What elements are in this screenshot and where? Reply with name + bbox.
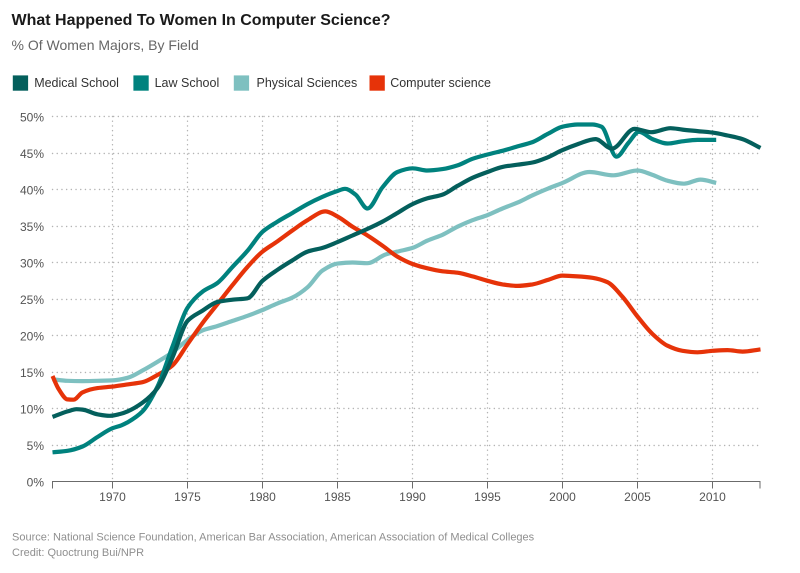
svg-text:45%: 45%	[20, 147, 44, 161]
svg-text:1980: 1980	[249, 490, 276, 504]
svg-text:35%: 35%	[20, 220, 44, 234]
svg-text:1985: 1985	[324, 490, 351, 504]
svg-text:Computer science: Computer science	[390, 76, 491, 90]
svg-text:What Happened To Women In Comp: What Happened To Women In Computer Scien…	[12, 12, 391, 29]
svg-text:2005: 2005	[624, 490, 651, 504]
svg-text:15%: 15%	[20, 366, 44, 380]
svg-text:1995: 1995	[474, 490, 501, 504]
svg-text:25%: 25%	[20, 293, 44, 307]
svg-text:0%: 0%	[27, 475, 45, 489]
svg-text:Source: National Science Found: Source: National Science Foundation, Ame…	[12, 531, 535, 543]
svg-text:10%: 10%	[20, 402, 44, 416]
svg-text:30%: 30%	[20, 256, 44, 270]
svg-text:Physical Sciences: Physical Sciences	[257, 76, 358, 90]
svg-text:1970: 1970	[99, 490, 126, 504]
svg-text:% Of Women Majors, By Field: % Of Women Majors, By Field	[12, 37, 199, 53]
svg-text:40%: 40%	[20, 183, 44, 197]
svg-text:Medical School: Medical School	[34, 76, 119, 90]
svg-text:20%: 20%	[20, 329, 44, 343]
svg-text:2000: 2000	[549, 490, 576, 504]
svg-text:1990: 1990	[399, 490, 426, 504]
svg-text:5%: 5%	[27, 439, 45, 453]
svg-text:2010: 2010	[699, 490, 726, 504]
svg-text:Law School: Law School	[155, 76, 220, 90]
svg-text:1975: 1975	[174, 490, 201, 504]
svg-text:50%: 50%	[20, 110, 44, 124]
svg-text:Credit: Quoctrung Bui/NPR: Credit: Quoctrung Bui/NPR	[12, 547, 144, 559]
